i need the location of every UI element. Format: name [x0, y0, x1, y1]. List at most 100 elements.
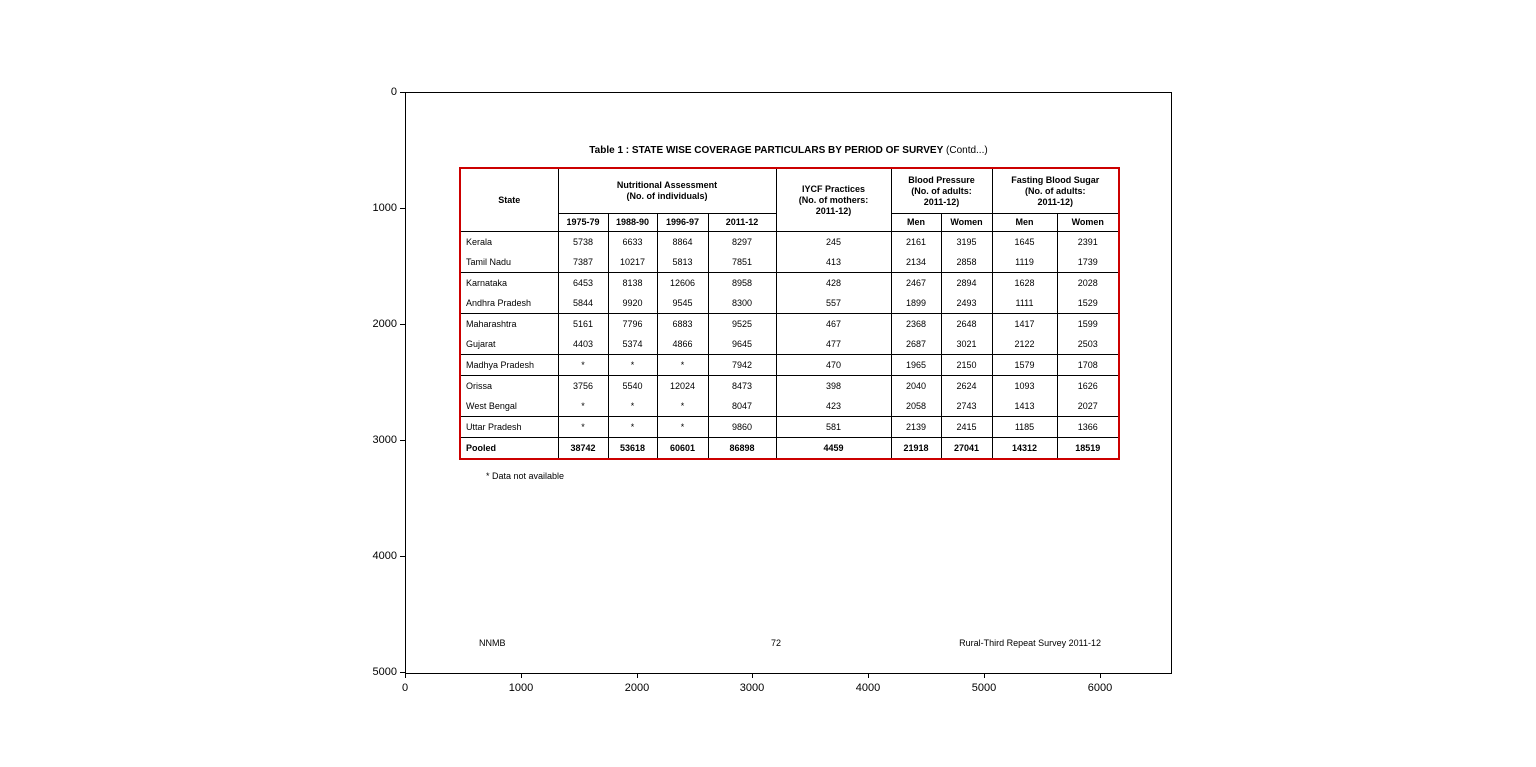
value-cell: 398 [775, 375, 892, 396]
value-cell: 18519 [1056, 437, 1119, 458]
value-cell: 2150 [940, 354, 993, 376]
value-cell: 2134 [890, 252, 942, 273]
header-bp-men: Men [890, 213, 942, 232]
value-cell: 14312 [991, 437, 1058, 458]
value-cell: 12024 [656, 375, 708, 396]
value-cell: 1185 [991, 416, 1058, 438]
x-tick-label: 6000 [1070, 673, 1130, 694]
value-cell: 470 [775, 354, 892, 376]
state-cell: Uttar Pradesh [461, 416, 558, 438]
value-cell: 2058 [890, 396, 942, 417]
x-tick-label: 1000 [491, 673, 551, 694]
value-cell: 2743 [940, 396, 993, 417]
state-cell: Gujarat [466, 338, 496, 349]
value-cell: 4403 [557, 334, 608, 355]
table-row: Pooled 38742 53618 60601 86898 4459 21918 27041… [461, 437, 1119, 458]
value-cell: 2493 [940, 293, 993, 314]
value-cell: * [656, 416, 708, 438]
footer-left: NNMB [479, 638, 506, 648]
value-cell: 2503 [1056, 334, 1119, 355]
value-cell: 245 [775, 231, 892, 252]
table-row: Madhya Pradesh * * * 7942 470 1965 2150 1579 1708 [461, 354, 1119, 376]
value-cell: 5738 [557, 231, 608, 252]
value-cell: 9920 [607, 293, 657, 314]
value-cell: * [607, 396, 657, 417]
footer-right: Rural-Third Repeat Survey 2011-12 [959, 638, 1101, 648]
value-cell: 8473 [707, 375, 777, 396]
document-title: Table 1 : STATE WISE COVERAGE PARTICULAR… [406, 145, 1171, 157]
value-cell: 12606 [656, 272, 708, 293]
value-cell: 1366 [1056, 416, 1119, 438]
x-tick-label: 4000 [838, 673, 898, 694]
value-cell: 581 [775, 416, 892, 438]
value-cell: 7942 [707, 354, 777, 376]
value-cell: 2858 [940, 252, 993, 273]
value-cell: 86898 [707, 437, 777, 458]
value-cell: 1708 [1056, 354, 1119, 376]
footnote: * Data not available [486, 471, 565, 481]
value-cell: 4866 [656, 334, 708, 355]
value-cell: 5161 [557, 313, 608, 334]
header-year: 1975-79 [557, 213, 608, 232]
table-row: Orissa 3756 5540 12024 8473 398 2040 2624 1093 16… [461, 375, 1119, 396]
value-cell: 413 [775, 252, 892, 273]
table-row: Tamil Nadu 7387 10217 5813 7851 413 2134 2858 11… [461, 252, 1119, 273]
value-cell: 7796 [607, 313, 657, 334]
x-tick-label: 0 [375, 673, 435, 694]
value-cell: 2391 [1056, 231, 1119, 252]
value-cell: 467 [775, 313, 892, 334]
value-cell: 10217 [607, 252, 657, 273]
state-cell: Kerala [466, 236, 493, 247]
value-cell: 60601 [656, 437, 708, 458]
value-cell: 1645 [991, 231, 1058, 252]
header-year: 1988-90 [607, 213, 657, 232]
y-tick-label: 0 [337, 86, 405, 98]
value-cell: 2894 [940, 272, 993, 293]
value-cell: 1579 [991, 354, 1058, 376]
value-cell: 38742 [557, 437, 608, 458]
value-cell: 6633 [607, 231, 657, 252]
value-cell: 5813 [656, 252, 708, 273]
table-body: Kerala 5738 6633 8864 8297 245 2161 3195 1645 239… [461, 231, 1119, 458]
header-nutritional-assessment: Nutritional Assessment (No. of individua… [557, 169, 777, 214]
value-cell: 9545 [656, 293, 708, 314]
y-tick-label: 3000 [337, 434, 405, 446]
coverage-table: State Nutritional Assessment (No. of ind… [459, 167, 1120, 460]
value-cell: 8300 [707, 293, 777, 314]
header-blood-pressure: Blood Pressure (No. of adults: 2011-12) [890, 169, 993, 214]
table-row: Karnataka 6453 8138 12606 8958 428 2467 2894 162… [461, 272, 1119, 293]
header-fasting-blood-sugar: Fasting Blood Sugar (No. of adults: 2011… [991, 169, 1119, 214]
value-cell: 9525 [707, 313, 777, 334]
value-cell: 557 [775, 293, 892, 314]
y-tick-label: 5000 [337, 666, 405, 678]
value-cell: 2467 [890, 272, 942, 293]
value-cell: 7851 [707, 252, 777, 273]
value-cell: 1417 [991, 313, 1058, 334]
state-cell: Andhra Pradesh [466, 297, 532, 308]
value-cell: 2027 [1056, 396, 1119, 417]
value-cell: 27041 [940, 437, 993, 458]
y-tick-label: 4000 [337, 550, 405, 562]
value-cell: * [656, 354, 708, 376]
y-tick-label: 1000 [337, 202, 405, 214]
value-cell: 1965 [890, 354, 942, 376]
value-cell: 2139 [890, 416, 942, 438]
value-cell: 1413 [991, 396, 1058, 417]
header-fbs-men: Men [991, 213, 1058, 232]
value-cell: 1899 [890, 293, 942, 314]
table-row: Uttar Pradesh * * * 9860 581 2139 2415 1185 1366 [461, 416, 1119, 438]
state-cell: Maharashtra [461, 313, 558, 334]
value-cell: 8047 [707, 396, 777, 417]
table-row: Maharashtra 5161 7796 6883 9525 467 2368 2648 14… [461, 313, 1119, 334]
value-cell: 8297 [707, 231, 777, 252]
value-cell: 8864 [656, 231, 708, 252]
value-cell: * [607, 416, 657, 438]
x-tick-label: 3000 [722, 673, 782, 694]
value-cell: 2624 [940, 375, 993, 396]
value-cell: * [656, 396, 708, 417]
header-iycf: IYCF Practices (No. of mothers: 2011-12) [775, 169, 892, 232]
value-cell: 1111 [991, 293, 1058, 314]
value-cell: 6453 [557, 272, 608, 293]
plot-area: Table 1 : STATE WISE COVERAGE PARTICULAR… [405, 92, 1172, 674]
value-cell: 428 [775, 272, 892, 293]
